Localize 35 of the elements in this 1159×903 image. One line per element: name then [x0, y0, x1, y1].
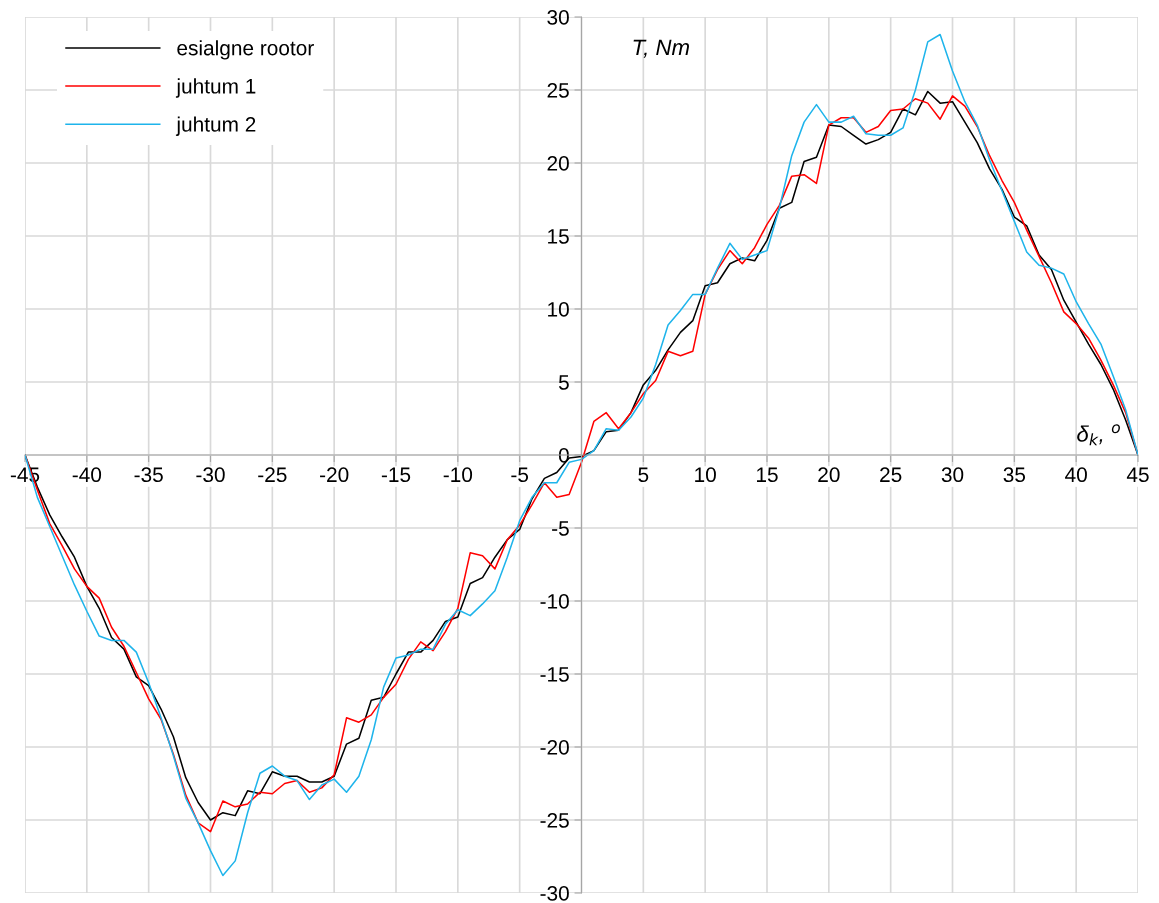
y-tick-label: 15	[548, 229, 569, 244]
y-axis-title: T, Nm	[633, 39, 690, 58]
x-axis-title: δ$_{k}$, $^{o}$	[1077, 424, 1120, 446]
y-tick-label: -20	[540, 740, 569, 755]
legend-label: esialgne rootor	[177, 40, 314, 60]
x-tick-label: 5	[638, 467, 649, 483]
x-tick-label: 15	[757, 467, 778, 483]
x-tick-label: -25	[258, 467, 287, 483]
legend-label: juhtum 1	[175, 78, 256, 98]
y-tick-label: -10	[540, 594, 569, 609]
y-tick-label: -15	[540, 667, 569, 682]
x-tick-label: -5	[511, 467, 529, 483]
y-tick-label: 20	[547, 156, 569, 171]
x-tick-label: -20	[320, 467, 349, 483]
x-tick-label: 20	[818, 467, 840, 483]
x-tick-label: 10	[695, 467, 716, 483]
x-tick-label: -30	[196, 467, 225, 483]
x-tick-label: -10	[443, 467, 473, 483]
y-tick-label: -25	[540, 813, 569, 828]
x-tick-label: 40	[1065, 467, 1087, 483]
y-tick-label: 10	[548, 302, 569, 317]
x-tick-label: 35	[1003, 467, 1026, 483]
y-tick-label: 5	[558, 375, 569, 390]
x-tick-label: 45	[1126, 467, 1149, 483]
x-tick-label: -40	[72, 467, 102, 483]
y-tick-label: -5	[552, 521, 569, 536]
y-tick-label: -30	[540, 886, 569, 901]
x-tick-label: -15	[381, 467, 411, 483]
y-tick-label: 30	[547, 10, 569, 25]
x-tick-label: 30	[941, 467, 964, 483]
x-tick-label: -35	[134, 467, 163, 483]
legend-label: juhtum 2	[175, 116, 256, 136]
x-tick-label: 25	[880, 467, 902, 483]
y-tick-label: 25	[547, 83, 569, 98]
y-tick-label: 0	[558, 448, 569, 463]
